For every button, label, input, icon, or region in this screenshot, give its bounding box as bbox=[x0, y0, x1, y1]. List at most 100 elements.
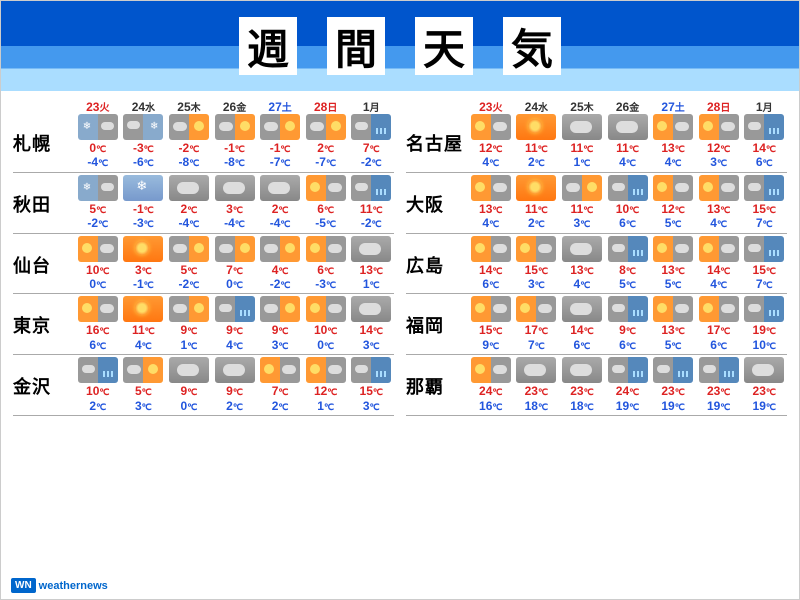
day-cell: 5℃3℃ bbox=[121, 357, 167, 413]
day-cell: 10℃2℃ bbox=[75, 357, 121, 413]
temp-low: 4℃ bbox=[696, 277, 742, 291]
day-cell: 12℃4℃ bbox=[468, 114, 514, 170]
cloudsun-icon bbox=[215, 114, 255, 140]
suncloud-icon bbox=[306, 357, 346, 383]
temp-low: -4℃ bbox=[257, 216, 303, 230]
temp-low: 18℃ bbox=[514, 399, 560, 413]
temp-low: -5℃ bbox=[303, 216, 349, 230]
temp-high: 6℃ bbox=[303, 263, 349, 277]
date-cell: 23火 bbox=[468, 99, 514, 114]
city-row: 仙台10℃0℃3℃-1℃5℃-2℃7℃0℃4℃-2℃6℃-3℃13℃1℃ bbox=[13, 236, 394, 295]
suncloud-icon bbox=[516, 296, 556, 322]
cloudsun-icon bbox=[306, 114, 346, 140]
temp-low: 4℃ bbox=[559, 277, 605, 291]
title-char: 間 bbox=[327, 17, 385, 75]
temp-low: 3℃ bbox=[514, 277, 560, 291]
days-row: 5℃-2℃-1℃-3℃2℃-4℃3℃-4℃2℃-4℃6℃-5℃11℃-2℃ bbox=[75, 175, 394, 231]
title: 週 間 天 気 bbox=[219, 9, 581, 83]
cloud-icon bbox=[608, 114, 648, 140]
temp-high: 24℃ bbox=[605, 384, 651, 398]
temp-low: 6℃ bbox=[741, 155, 787, 169]
cloud-icon bbox=[562, 357, 602, 383]
day-cell: 2℃-4℃ bbox=[166, 175, 212, 231]
cloudrain-icon bbox=[608, 296, 648, 322]
cloud-icon bbox=[562, 236, 602, 262]
suncloud-icon bbox=[471, 114, 511, 140]
temp-low: 5℃ bbox=[650, 338, 696, 352]
day-cell: 0℃-4℃ bbox=[75, 114, 121, 170]
temp-low: -3℃ bbox=[303, 277, 349, 291]
logo-mark: WN bbox=[11, 578, 36, 593]
city-name: 秋田 bbox=[13, 175, 75, 217]
day-cell: 15℃7℃ bbox=[741, 175, 787, 231]
day-cell: -3℃-6℃ bbox=[121, 114, 167, 170]
day-cell: -1℃-7℃ bbox=[257, 114, 303, 170]
temp-low: 2℃ bbox=[75, 399, 121, 413]
day-cell: 16℃6℃ bbox=[75, 296, 121, 352]
cloudsun-icon bbox=[260, 114, 300, 140]
temp-high: 3℃ bbox=[212, 202, 258, 216]
city-name: 仙台 bbox=[13, 236, 75, 278]
cloudsun-icon bbox=[169, 114, 209, 140]
temp-low: 4℃ bbox=[121, 338, 167, 352]
temp-low: -4℃ bbox=[212, 216, 258, 230]
suncloud-icon bbox=[699, 114, 739, 140]
temp-high: 23℃ bbox=[741, 384, 787, 398]
day-cell: 12℃3℃ bbox=[696, 114, 742, 170]
cloud-icon bbox=[215, 175, 255, 201]
temp-high: 9℃ bbox=[212, 323, 258, 337]
temp-high: 11℃ bbox=[605, 141, 651, 155]
cloudsun-icon bbox=[215, 236, 255, 262]
temp-high: 16℃ bbox=[75, 323, 121, 337]
day-cell: 9℃3℃ bbox=[257, 296, 303, 352]
temp-low: 5℃ bbox=[650, 277, 696, 291]
temp-low: 16℃ bbox=[468, 399, 514, 413]
temp-high: 2℃ bbox=[303, 141, 349, 155]
temp-high: 24℃ bbox=[468, 384, 514, 398]
cloudrain-icon bbox=[699, 357, 739, 383]
day-cell: 15℃7℃ bbox=[741, 236, 787, 292]
day-cell: 4℃-2℃ bbox=[257, 236, 303, 292]
temp-high: 2℃ bbox=[257, 202, 303, 216]
temp-low: 0℃ bbox=[212, 277, 258, 291]
date-cell: 28日 bbox=[696, 99, 742, 114]
date-cell: 27土 bbox=[650, 99, 696, 114]
city-row: 金沢10℃2℃5℃3℃9℃0℃9℃2℃7℃2℃12℃1℃15℃3℃ bbox=[13, 357, 394, 416]
temp-high: 9℃ bbox=[166, 323, 212, 337]
temp-high: 5℃ bbox=[121, 384, 167, 398]
temp-high: -1℃ bbox=[212, 141, 258, 155]
date-cell: 27土 bbox=[257, 99, 303, 114]
day-cell: 12℃5℃ bbox=[650, 175, 696, 231]
temp-low: 6℃ bbox=[696, 338, 742, 352]
day-cell: 9℃2℃ bbox=[212, 357, 258, 413]
cloudrain-icon bbox=[351, 114, 391, 140]
weather-forecast-widget: 週 間 天 気 23火24水25木26金27土28日1月札幌0℃-4℃-3℃-6… bbox=[0, 0, 800, 600]
city-name: 名古屋 bbox=[406, 114, 468, 156]
day-cell: 6℃-5℃ bbox=[303, 175, 349, 231]
logo-text: weathernews bbox=[39, 580, 108, 592]
day-cell: 11℃2℃ bbox=[514, 175, 560, 231]
city-row: 札幌0℃-4℃-3℃-6℃-2℃-8℃-1℃-8℃-1℃-7℃2℃-7℃7℃-2… bbox=[13, 114, 394, 173]
day-cell: 15℃9℃ bbox=[468, 296, 514, 352]
temp-low: -3℃ bbox=[121, 216, 167, 230]
date-cell: 26金 bbox=[605, 99, 651, 114]
cloud-icon bbox=[351, 296, 391, 322]
temp-high: 13℃ bbox=[696, 202, 742, 216]
day-cell: 5℃-2℃ bbox=[166, 236, 212, 292]
temp-low: 10℃ bbox=[741, 338, 787, 352]
temp-high: 11℃ bbox=[559, 202, 605, 216]
days-row: 16℃6℃11℃4℃9℃1℃9℃4℃9℃3℃10℃0℃14℃3℃ bbox=[75, 296, 394, 352]
temp-high: 9℃ bbox=[166, 384, 212, 398]
cloudrain-icon bbox=[744, 114, 784, 140]
suncloud-icon bbox=[471, 236, 511, 262]
temp-low: -8℃ bbox=[166, 155, 212, 169]
day-cell: 24℃16℃ bbox=[468, 357, 514, 413]
day-cell: 10℃0℃ bbox=[75, 236, 121, 292]
temp-low: 4℃ bbox=[468, 155, 514, 169]
temp-low: 4℃ bbox=[468, 216, 514, 230]
suncloud-icon bbox=[699, 236, 739, 262]
suncloud-icon bbox=[78, 236, 118, 262]
temp-low: 7℃ bbox=[514, 338, 560, 352]
temp-high: 7℃ bbox=[212, 263, 258, 277]
temp-high: 0℃ bbox=[75, 141, 121, 155]
